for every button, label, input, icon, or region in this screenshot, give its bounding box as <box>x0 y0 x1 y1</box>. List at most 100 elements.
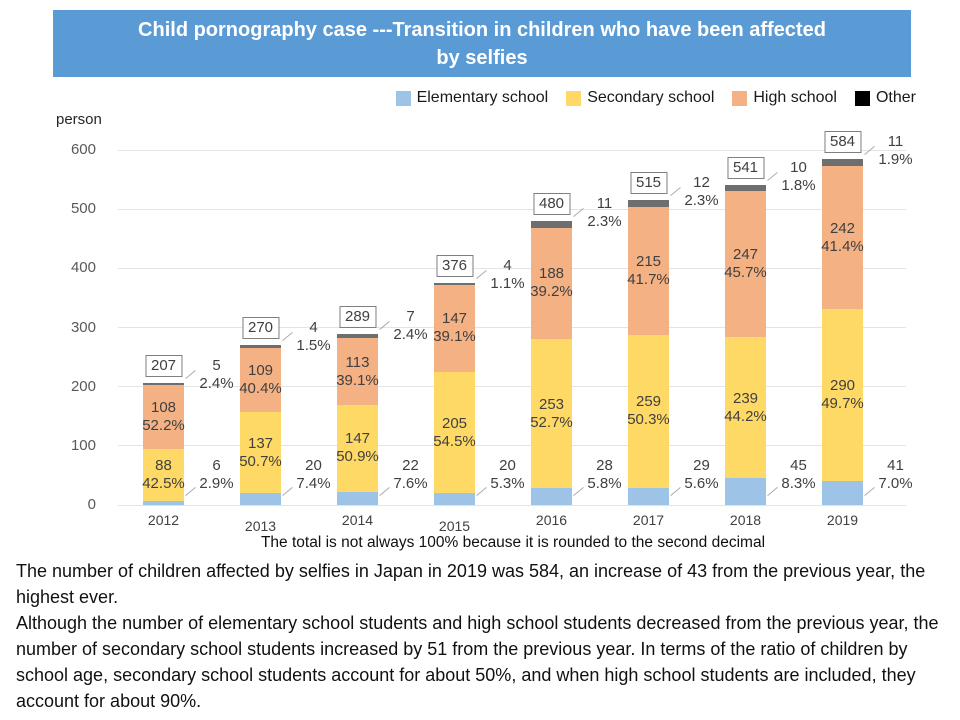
segment-value: 259 <box>635 393 662 411</box>
other-percent: 1.5% <box>296 337 331 355</box>
bar-segment-elementary-school <box>337 491 378 505</box>
segment-label-high-school: 247 45.7% <box>713 246 779 282</box>
elementary-label: 45 8.3% <box>770 457 828 493</box>
gridline <box>118 149 906 151</box>
total-label: 584 <box>823 131 862 154</box>
segment-value: 239 <box>732 389 759 407</box>
elementary-percent: 7.6% <box>393 475 428 492</box>
segment-label-secondary-school: 239 44.2% <box>713 390 779 426</box>
other-percent: 2.4% <box>199 374 234 392</box>
chart-title-line-2: by selfies <box>436 46 528 69</box>
other-label: 10 1.8% <box>770 159 828 195</box>
legend-swatch-other-icon <box>854 90 870 106</box>
segment-percent: 41.4% <box>821 237 864 255</box>
segment-percent: 52.2% <box>142 417 185 435</box>
gridline <box>118 208 906 210</box>
legend-swatch-high-school-icon <box>732 90 748 106</box>
segment-percent: 41.7% <box>627 270 670 288</box>
segment-percent: 44.2% <box>724 407 767 425</box>
other-value: 11 <box>596 195 613 212</box>
segment-percent: 52.7% <box>530 413 573 431</box>
segment-label-secondary-school: 88 42.5% <box>131 457 197 493</box>
total-label: 480 <box>532 193 571 215</box>
other-value: 11 <box>887 133 904 151</box>
elementary-label: 22 7.6% <box>382 457 440 493</box>
bar-segment-elementary-school <box>628 487 669 505</box>
elementary-percent: 5.6% <box>684 475 719 492</box>
y-axis-tick-label: 600 <box>70 141 96 158</box>
elementary-label: 6 2.9% <box>188 457 246 493</box>
y-axis-tick-label: 100 <box>70 436 96 454</box>
x-axis-category-label: 2018 <box>729 512 762 528</box>
other-value: 10 <box>790 158 807 176</box>
segment-label-high-school: 147 39.1% <box>422 310 488 346</box>
other-value: 4 <box>309 319 318 337</box>
segment-percent: 50.3% <box>627 411 670 429</box>
elementary-percent: 8.3% <box>781 475 816 492</box>
gridline <box>118 267 906 269</box>
chart-legend: Elementary school Secondary school High sc… <box>395 89 916 107</box>
elementary-value: 28 <box>596 457 613 474</box>
bar-segment-elementary-school <box>822 480 863 505</box>
bar-segment-high-school <box>725 190 766 337</box>
other-percent: 1.8% <box>781 176 816 194</box>
other-label: 4 1.5% <box>285 319 343 355</box>
legend-item-secondary-school: Secondary school <box>566 89 714 107</box>
other-percent: 1.9% <box>878 151 913 169</box>
segment-percent: 54.5% <box>433 432 476 450</box>
elementary-label: 20 5.3% <box>479 457 537 493</box>
legend-item-elementary-school: Elementary school <box>395 89 548 107</box>
segment-value: 290 <box>829 376 856 394</box>
bar-segment-secondary-school <box>240 412 281 494</box>
legend-label: Other <box>875 89 916 106</box>
bar-segment-other <box>240 345 281 348</box>
summary-text: The number of children affected by selfi… <box>16 558 944 714</box>
bar-segment-secondary-school <box>822 309 863 481</box>
segment-percent: 42.5% <box>142 475 185 493</box>
segment-label-high-school: 242 41.4% <box>810 220 876 256</box>
bar-segment-elementary-school <box>725 478 766 505</box>
legend-label: Secondary school <box>587 89 715 106</box>
segment-label-secondary-school: 137 50.7% <box>228 435 294 471</box>
segment-value: 188 <box>538 265 565 283</box>
chart-title-banner: Child pornography case ---Transition in … <box>53 10 911 77</box>
segment-label-secondary-school: 147 50.9% <box>325 430 391 466</box>
total-label: 515 <box>629 172 668 195</box>
elementary-label: 20 7.4% <box>285 457 343 493</box>
segment-label-high-school: 113 39.1% <box>325 354 391 390</box>
other-label: 11 1.9% <box>867 133 925 169</box>
bar-segment-other <box>531 221 572 228</box>
segment-value: 147 <box>344 430 371 448</box>
other-percent: 2.3% <box>684 192 719 210</box>
elementary-value: 6 <box>212 457 221 474</box>
segment-percent: 50.9% <box>336 448 379 466</box>
y-axis-tick-label: 0 <box>87 496 96 513</box>
y-axis-unit-label: person <box>56 111 102 128</box>
y-axis-tick-label: 500 <box>70 200 96 218</box>
legend-swatch-elementary-school-icon <box>395 90 411 106</box>
segment-value: 137 <box>247 434 274 452</box>
gridline <box>118 327 906 328</box>
segment-percent: 40.4% <box>239 379 282 397</box>
elementary-label: 29 5.6% <box>673 457 731 493</box>
x-axis-category-label: 2015 <box>438 518 471 534</box>
bar-segment-other <box>434 282 475 285</box>
bar-segment-secondary-school <box>628 334 669 488</box>
elementary-label: 28 5.8% <box>576 457 634 493</box>
x-axis-category-label: 2012 <box>147 512 180 528</box>
segment-label-high-school: 215 41.7% <box>616 253 682 289</box>
elementary-value: 20 <box>305 457 322 474</box>
segment-label-secondary-school: 205 54.5% <box>422 415 488 451</box>
bar-segment-high-school <box>531 227 572 339</box>
bar-segment-other <box>725 184 766 191</box>
other-label: 5 2.4% <box>188 357 246 393</box>
bar-segment-elementary-school <box>240 493 281 505</box>
bar-segment-other <box>628 200 669 208</box>
segment-percent: 45.7% <box>724 263 767 281</box>
segment-value: 113 <box>345 353 370 371</box>
elementary-percent: 7.4% <box>296 475 331 492</box>
other-value: 7 <box>406 308 415 325</box>
other-label: 4 1.1% <box>479 257 537 293</box>
segment-value: 205 <box>441 414 468 432</box>
segment-value: 109 <box>247 361 274 379</box>
